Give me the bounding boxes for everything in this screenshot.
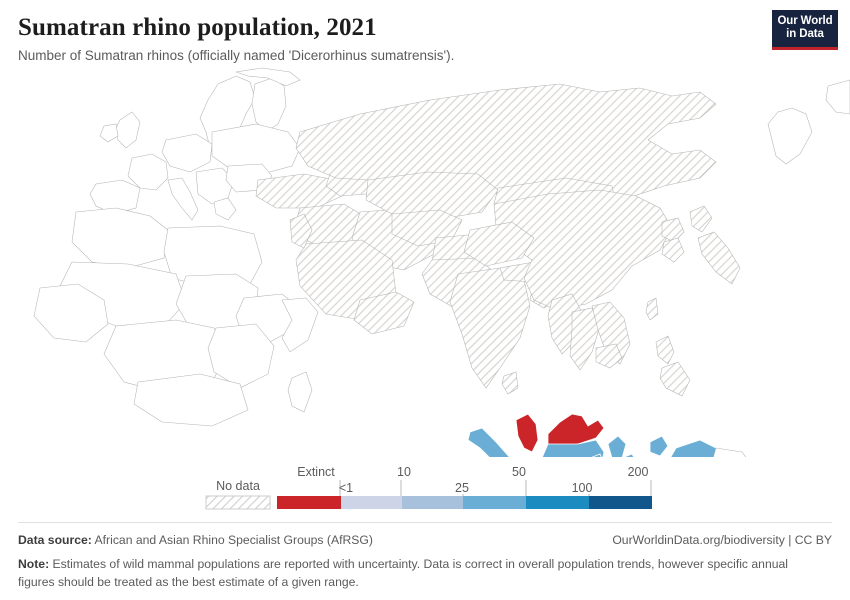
footer-source-row: Data source: African and Asian Rhino Spe… xyxy=(18,532,832,548)
country-west-africa xyxy=(34,284,108,342)
country-india xyxy=(450,268,530,388)
country-sri-lanka xyxy=(502,372,518,394)
legend-tick-extinct: Extinct xyxy=(297,465,335,479)
country-ireland xyxy=(100,124,118,142)
chart-header: Sumatran rhino population, 2021 Number o… xyxy=(0,0,850,66)
legend-bin-25[interactable] xyxy=(463,496,526,509)
country-germany-poland xyxy=(162,134,212,172)
country-madagascar xyxy=(288,372,312,412)
country-china xyxy=(494,190,672,310)
country-indonesia-papua xyxy=(668,440,716,457)
country-italy xyxy=(168,178,198,220)
legend-tick-25: 25 xyxy=(455,481,469,495)
legend-tick-10: 10 xyxy=(397,465,411,479)
country-norway-north xyxy=(236,68,300,86)
legend-tick-100: 100 xyxy=(572,481,593,495)
page-subtitle: Number of Sumatran rhinos (officially na… xyxy=(18,47,455,63)
footer-attribution[interactable]: OurWorldinData.org/biodiversity | CC BY xyxy=(612,533,832,547)
legend-no-data-swatch[interactable] xyxy=(205,495,271,510)
country-indonesia-small-isles xyxy=(590,454,604,457)
country-southern-africa xyxy=(134,374,248,426)
legend-bin-10[interactable] xyxy=(402,496,463,509)
footer-source: Data source: African and Asian Rhino Spe… xyxy=(18,532,373,548)
owid-logo[interactable]: Our World in Data xyxy=(772,10,838,50)
page-title: Sumatran rhino population, 2021 xyxy=(18,14,377,41)
country-morocco-algeria xyxy=(72,208,168,268)
country-philippines xyxy=(656,336,690,396)
country-laos-vietnam xyxy=(592,302,630,364)
country-indonesia-sulawesi xyxy=(608,436,638,457)
country-taiwan xyxy=(646,298,658,320)
country-turkey xyxy=(256,174,342,208)
footer-source-text: African and Asian Rhino Specialist Group… xyxy=(91,533,373,547)
country-uk xyxy=(116,112,140,148)
country-somalia xyxy=(282,298,318,352)
map-legend[interactable]: No data Extinct 10 50 200 <1 25 100 xyxy=(0,458,850,514)
country-japan xyxy=(690,206,740,284)
country-indonesia-kalimantan xyxy=(542,440,604,457)
country-ukraine-belarus xyxy=(212,124,300,174)
footer-note-text: Estimates of wild mammal populations are… xyxy=(18,557,788,589)
map-landmasses xyxy=(34,68,850,457)
country-indonesia-sumatra xyxy=(468,428,538,457)
footer-note: Note: Estimates of wild mammal populatio… xyxy=(18,556,808,591)
world-map[interactable] xyxy=(0,62,850,457)
country-israel-jordan xyxy=(290,214,312,248)
country-north-korea xyxy=(662,218,684,242)
legend-bin-50[interactable] xyxy=(526,496,589,509)
country-cambodia xyxy=(596,344,622,368)
country-kamchatka-outline xyxy=(768,108,812,164)
legend-color-bar[interactable] xyxy=(277,496,652,509)
country-france xyxy=(128,154,168,190)
country-finland xyxy=(252,78,286,132)
country-greece xyxy=(214,198,236,220)
country-papua-new-guinea xyxy=(708,448,754,457)
chart-footer: Data source: African and Asian Rhino Spe… xyxy=(18,522,832,591)
legend-no-data-label: No data xyxy=(216,479,260,493)
country-south-korea xyxy=(662,238,684,262)
country-malaysia-peninsular xyxy=(516,414,538,452)
legend-tick-50: 50 xyxy=(512,465,526,479)
country-kazakhstan xyxy=(366,172,498,220)
legend-bin-lt1[interactable] xyxy=(341,496,402,509)
legend-tick-200: 200 xyxy=(628,465,649,479)
country-tibet-west-china xyxy=(464,222,534,266)
owid-logo-line2: in Data xyxy=(786,28,824,40)
footer-note-label: Note: xyxy=(18,557,50,572)
country-indonesia-maluku xyxy=(646,436,668,457)
legend-bin-100[interactable] xyxy=(589,496,652,509)
country-alaska-edge xyxy=(826,80,850,114)
footer-source-label: Data source: xyxy=(18,533,92,547)
country-yemen-oman xyxy=(354,292,414,334)
legend-bin-extinct[interactable] xyxy=(277,496,341,509)
country-east-africa xyxy=(208,324,274,388)
footer-divider xyxy=(18,522,832,523)
owid-logo-line1: Our World xyxy=(777,15,833,27)
legend-tick-lt1: <1 xyxy=(339,481,353,495)
